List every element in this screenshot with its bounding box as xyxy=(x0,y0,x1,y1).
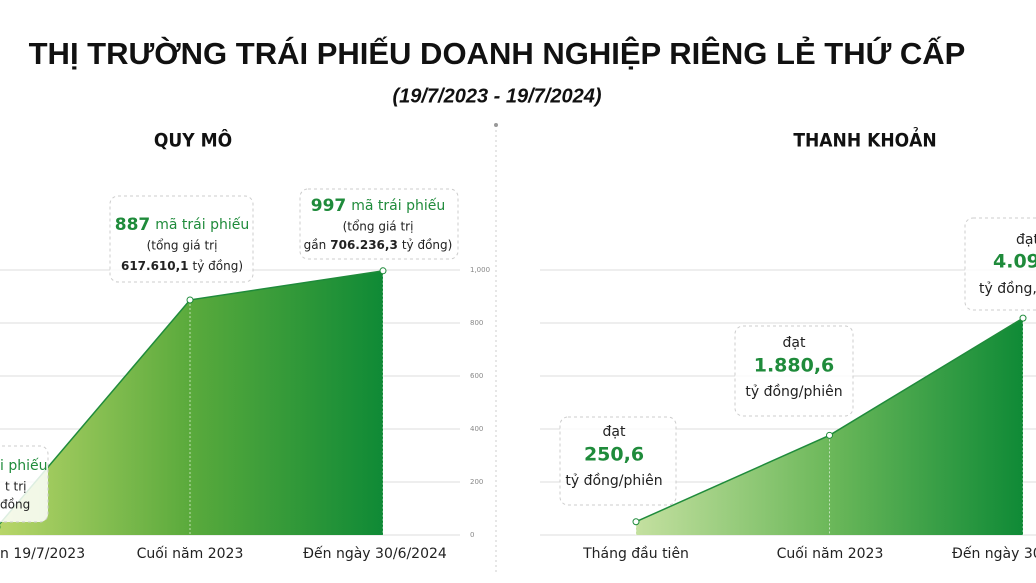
callout-text: tỷ đồng/phiên xyxy=(565,472,662,489)
y-tick-label: 400 xyxy=(470,425,483,433)
x-tick-label: Cuối năm 2023 xyxy=(777,545,884,562)
callout-total: 617.610,1 xyxy=(121,259,189,273)
point xyxy=(826,431,833,439)
callout-box xyxy=(559,416,677,506)
callout-text: gần xyxy=(304,238,327,252)
chart-title: THANH KHOẢN xyxy=(793,127,936,152)
callout-box xyxy=(0,445,49,523)
x-tick-label: Đến ngày 30/ xyxy=(952,545,1036,562)
callout-text: i phiếu xyxy=(0,457,47,474)
callout-text: tỷ đồng/phiên xyxy=(745,383,842,400)
x-tick-label: n 19/7/2023 xyxy=(0,546,85,562)
x-tick-label: Cuối năm 2023 xyxy=(137,545,244,562)
point xyxy=(1019,314,1027,322)
callout-line: 617.610,1 tỷ đồng) xyxy=(121,259,243,273)
callout-text: tỷ đồng) xyxy=(402,238,452,252)
value-label: 250,6 xyxy=(584,444,644,466)
chart-title: QUY MÔ xyxy=(154,128,232,152)
page-subtitle: (19/7/2023 - 19/7/2024) xyxy=(392,85,601,107)
value-label: 997 xyxy=(311,196,347,216)
area xyxy=(0,270,383,535)
callout-text: đạt xyxy=(783,335,806,351)
callout-line: gần 706.236,3 tỷ đồng) xyxy=(304,238,453,252)
callout-text: (tổng giá trị xyxy=(343,220,414,234)
callout-box xyxy=(299,188,459,260)
y-tick-label: 0 xyxy=(470,531,474,539)
y-tick-label: 1,000 xyxy=(470,266,490,274)
y-tick-label: 800 xyxy=(470,319,483,327)
callout-text: mã trái phiếu xyxy=(155,216,249,233)
callout-box xyxy=(964,217,1036,311)
value-label: 1.880,6 xyxy=(754,355,835,377)
y-tick-label: 600 xyxy=(470,372,483,380)
callout-text: tỷ đồng) xyxy=(193,259,243,273)
callout-text: tỷ đồng, xyxy=(979,280,1036,297)
callout-line: 887 mã trái phiếu xyxy=(115,215,249,235)
plots: 0 200 400 600 800 1,000 n 19/7/2023 Cuối năm 20… xyxy=(0,266,1036,562)
divider-dot xyxy=(494,123,498,127)
x-tick-label: Tháng đầu tiên xyxy=(582,546,689,562)
callout-text: t trị xyxy=(5,480,27,494)
callout-total: 706.236,3 xyxy=(330,238,398,252)
callout-line: 997 mã trái phiếu xyxy=(311,196,445,216)
point xyxy=(632,518,640,526)
callout-text: (tổng giá trị xyxy=(147,239,218,253)
callout-text: đạt xyxy=(1016,232,1036,248)
x-tick-label: Đến ngày 30/6/2024 xyxy=(303,545,447,562)
callout-text: mã trái phiếu xyxy=(351,197,445,214)
value-label: 887 xyxy=(115,215,151,235)
page-title: THỊ TRƯỜNG TRÁI PHIẾU DOANH NGHIỆP RIÊNG… xyxy=(29,35,966,71)
chart: 0 200 400 600 800 1,000 n 19/7/2023 Cuối năm 20… xyxy=(0,266,490,562)
callout: đạt 1.880,6 tỷ đồng/phiên xyxy=(734,325,854,417)
callout-text: đồng xyxy=(0,498,30,512)
chart: Tháng đầu tiên Cuối năm 2023 Đến ngày 30/ xyxy=(540,269,1036,562)
callout-text: đạt xyxy=(603,424,626,440)
area xyxy=(636,318,1023,535)
callout: i phiếu t trị đồng xyxy=(0,445,49,523)
point xyxy=(379,267,387,275)
callout-box xyxy=(734,325,854,417)
y-tick-label: 200 xyxy=(470,478,483,486)
callout-box xyxy=(109,195,254,283)
value-label: 4.092 xyxy=(993,251,1036,273)
callout: đạt 4.092 tỷ đồng, xyxy=(964,217,1036,311)
callout: đạt 250,6 tỷ đồng/phiên xyxy=(559,416,677,506)
point xyxy=(186,296,194,304)
callout: 997 mã trái phiếu (tổng giá trị gần 706.23… xyxy=(299,188,459,260)
callout: 887 mã trái phiếu (tổng giá trị 617.610,1… xyxy=(109,195,254,283)
